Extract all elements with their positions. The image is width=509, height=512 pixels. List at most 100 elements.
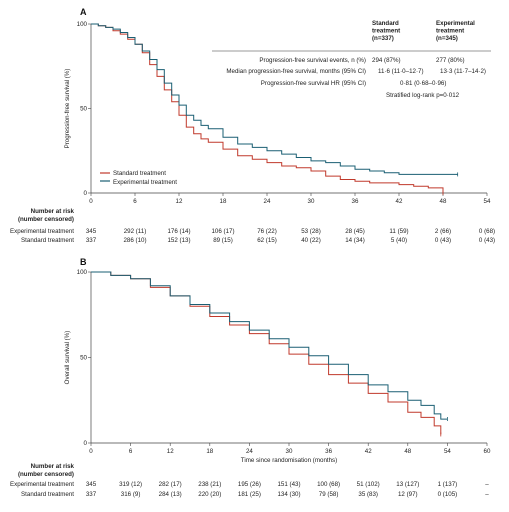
- risk-label-b-exp: Experimental treatment: [10, 481, 74, 488]
- risk-table-a: Number at risk (number censored) Experim…: [10, 208, 495, 244]
- stat-hr-value: 0·81 (0·68–0·96): [400, 80, 446, 87]
- b-series-standard: [91, 271, 442, 435]
- stat-label-median: Median progression-free survival, months…: [226, 68, 366, 75]
- a-series-experimental: [91, 23, 458, 175]
- panel-b-label: B: [80, 257, 87, 267]
- a-risk-cell: 337: [86, 237, 97, 244]
- a-risk-cell: 11 (59): [389, 228, 408, 235]
- risk-subtitle-a: (number censored): [18, 216, 74, 223]
- a-risk-cell: 176 (14): [167, 228, 190, 235]
- b-y-tick-label: 0: [84, 440, 88, 447]
- risk-label-a-std: Standard treatment: [21, 237, 74, 244]
- legend-label-standard: Standard treatment: [113, 170, 166, 177]
- a-x-tick-label: 18: [220, 198, 227, 205]
- col-header-standard-l2: treatment: [372, 28, 400, 35]
- b-y-tick-label: 100: [77, 269, 88, 276]
- a-risk-cell: 76 (22): [257, 228, 277, 235]
- b-x-tick-label: 6: [129, 448, 133, 455]
- b-risk-cell: 319 (12): [119, 481, 142, 488]
- risk-label-b-std: Standard treatment: [21, 491, 74, 498]
- plot-b: 0 6 12 18 24 30 36 42 48 54 60 0 50 100 Overall surviv…: [64, 269, 491, 464]
- a-risk-cell: 2 (66): [435, 228, 451, 235]
- a-y-axis-label: Progression-free survival (%): [64, 69, 71, 149]
- a-series-standard: [91, 23, 444, 193]
- col-header-standard-l3: (n=337): [372, 35, 394, 42]
- b-x-tick-label: 36: [325, 448, 332, 455]
- b-risk-cell: 0 (105): [438, 491, 458, 498]
- b-x-tick-label: 30: [286, 448, 293, 455]
- a-risk-cell: 5 (40): [391, 237, 407, 244]
- a-risk-cell: 40 (22): [301, 237, 321, 244]
- a-risk-cell: 0 (68): [479, 228, 495, 235]
- b-series-experimental: [91, 271, 448, 420]
- b-risk-cell: 151 (43): [277, 481, 300, 488]
- b-risk-cell: 238 (21): [198, 481, 221, 488]
- a-x-tick-label: 36: [352, 198, 359, 205]
- col-header-standard: Standard treatment (n=337): [372, 20, 402, 42]
- a-x-tick-label: 6: [133, 198, 137, 205]
- a-x-tick-label: 24: [264, 198, 271, 205]
- b-risk-cell: –: [485, 491, 489, 498]
- b-risk-cell: 51 (102): [357, 481, 380, 488]
- a-x-tick-label: 0: [89, 198, 93, 205]
- b-x-tick-label: 24: [246, 448, 253, 455]
- a-risk-cell: 106 (17): [211, 228, 234, 235]
- stat-label-hr: Progression-free survival HR (95% CI): [261, 80, 366, 87]
- panel-a-label: A: [80, 7, 87, 17]
- a-risk-cell: 53 (28): [301, 228, 321, 235]
- b-risk-cell: 316 (9): [121, 491, 141, 498]
- stat-exp-median: 13·3 (11·7–14·2): [440, 68, 486, 75]
- a-x-tick-label: 54: [484, 198, 491, 205]
- b-x-tick-label: 60: [484, 448, 491, 455]
- b-y-axis-label: Overall survival (%): [64, 331, 71, 385]
- legend-label-experimental: Experimental treatment: [113, 179, 177, 186]
- b-risk-cell: 134 (30): [277, 491, 300, 498]
- b-x-tick-label: 18: [206, 448, 213, 455]
- a-risk-cell: 0 (43): [479, 237, 495, 244]
- risk-table-b: Number at risk (number censored) Experim…: [10, 463, 489, 498]
- a-risk-cell: 286 (10): [123, 237, 146, 244]
- stat-exp-events: 277 (80%): [436, 57, 465, 64]
- a-x-tick-label: 48: [440, 198, 447, 205]
- b-x-tick-label: 54: [444, 448, 451, 455]
- b-risk-cell: 195 (26): [238, 481, 261, 488]
- b-risk-cell: 1 (137): [438, 481, 458, 488]
- b-risk-cell: 79 (58): [319, 491, 339, 498]
- a-risk-cell: 292 (11): [124, 228, 147, 235]
- risk-title-a: Number at risk: [31, 208, 75, 215]
- legend: Standard treatment Experimental treatmen…: [100, 170, 177, 186]
- a-risk-cell: 62 (15): [257, 237, 277, 244]
- a-y-tick-label: 0: [84, 190, 88, 197]
- b-risk-cell: 13 (127): [396, 481, 419, 488]
- risk-label-a-exp: Experimental treatment: [10, 228, 74, 235]
- a-risk-cell: 14 (34): [345, 237, 365, 244]
- col-header-exp-l2: treatment: [436, 28, 464, 35]
- a-x-tick-label: 12: [176, 198, 183, 205]
- plot-a: 0 6 12 18 24 30 36 42 48 54 0 50 100 Progression-free…: [64, 21, 491, 205]
- b-x-tick-label: 48: [404, 448, 411, 455]
- b-x-tick-label: 12: [167, 448, 174, 455]
- b-x-axis-label: Time since randomisation (months): [241, 457, 337, 464]
- a-risk-cell: 28 (45): [345, 228, 365, 235]
- stat-label-events: Progression-free survival events, n (%): [259, 57, 366, 64]
- stat-standard-median: 11·6 (11·0–12·7): [378, 68, 424, 75]
- risk-title-b: Number at risk: [31, 463, 75, 470]
- b-risk-cell: 181 (25): [238, 491, 261, 498]
- b-risk-cell: –: [485, 481, 489, 488]
- col-header-exp-l3: (n=345): [436, 35, 458, 42]
- col-header-experimental: Experimental treatment (n=345): [436, 20, 477, 42]
- b-risk-cell: 220 (20): [198, 491, 221, 498]
- b-y-tick-label: 50: [80, 355, 87, 362]
- b-risk-cell: 345: [86, 481, 97, 488]
- stats-table: Standard treatment (n=337) Experimental …: [212, 20, 491, 99]
- a-x-tick-label: 30: [308, 198, 315, 205]
- col-header-standard-l1: Standard: [372, 20, 399, 27]
- b-x-tick-label: 42: [365, 448, 372, 455]
- b-risk-cell: 12 (97): [398, 491, 418, 498]
- col-header-exp-l1: Experimental: [436, 20, 475, 27]
- b-risk-cell: 284 (13): [159, 491, 182, 498]
- risk-values-b: 345 319 (12) 282 (17) 238 (21) 195 (26) 151 (…: [86, 481, 489, 498]
- b-risk-cell: 337: [86, 491, 97, 498]
- risk-subtitle-b: (number censored): [18, 471, 74, 478]
